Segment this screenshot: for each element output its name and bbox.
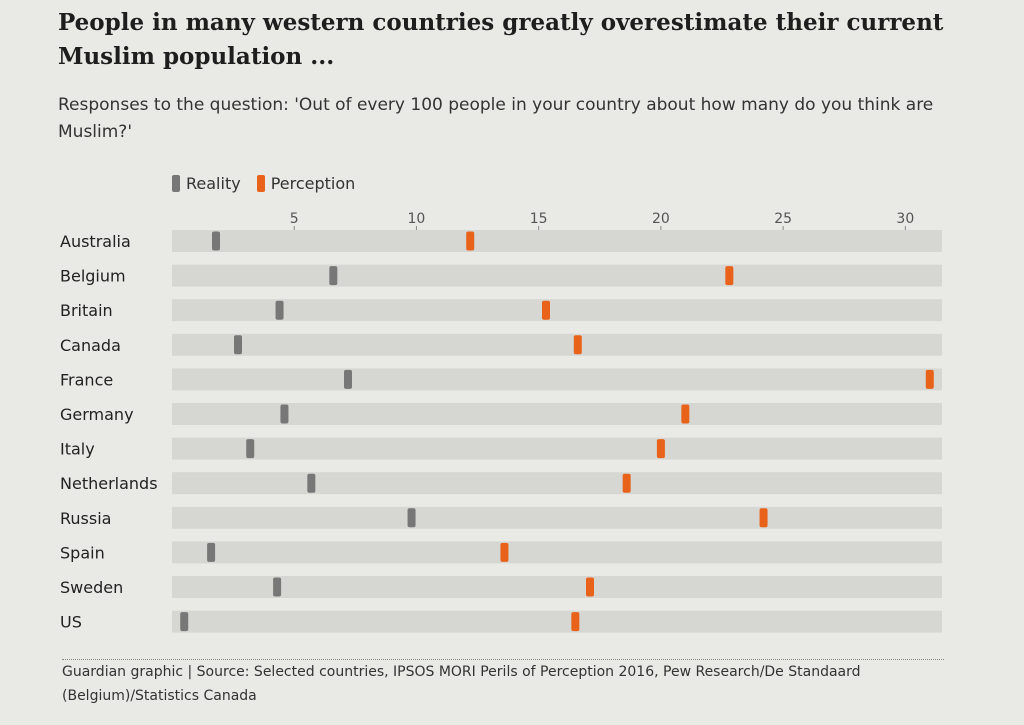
row-label: US bbox=[60, 613, 82, 632]
row-track bbox=[172, 299, 942, 322]
reality-marker bbox=[307, 473, 316, 493]
row-label: Sweden bbox=[60, 578, 123, 597]
chart-subtitle: Responses to the question: 'Out of every… bbox=[58, 95, 934, 142]
reality-marker bbox=[180, 612, 189, 632]
reality-marker bbox=[275, 300, 284, 320]
row-track bbox=[172, 403, 942, 425]
x-tick-label: 25 bbox=[774, 211, 792, 227]
reality-marker bbox=[207, 542, 216, 562]
row-label: Germany bbox=[60, 405, 134, 424]
source-note: Guardian graphic | Source: Selected coun… bbox=[62, 664, 861, 704]
perception-marker bbox=[681, 404, 690, 424]
x-tick-label: 5 bbox=[290, 211, 299, 227]
legend-swatch-perception bbox=[256, 175, 265, 192]
x-tick-label: 20 bbox=[652, 211, 670, 227]
chart-row-italy: Italy bbox=[60, 437, 942, 460]
chart-row-netherlands: Netherlands bbox=[60, 472, 942, 495]
row-label: France bbox=[60, 370, 113, 389]
row-label: Russia bbox=[60, 509, 111, 528]
perception-marker bbox=[571, 612, 580, 632]
chart-row-sweden: Sweden bbox=[60, 576, 942, 598]
row-label: Spain bbox=[60, 543, 105, 562]
reality-marker bbox=[212, 231, 220, 251]
x-tick-label: 15 bbox=[530, 211, 548, 227]
row-label: Belgium bbox=[60, 267, 126, 286]
row-track bbox=[172, 541, 942, 564]
row-track bbox=[172, 610, 942, 633]
legend-label-reality: Reality bbox=[186, 174, 241, 193]
reality-marker bbox=[344, 369, 352, 389]
legend-swatch-reality bbox=[172, 175, 180, 192]
row-track bbox=[172, 506, 942, 529]
row-track bbox=[172, 264, 942, 287]
perception-marker bbox=[759, 508, 768, 528]
dot-plot-chart: 5 10 15 20 25 30 Australia Belgium Britain Canada… bbox=[60, 211, 942, 633]
perception-marker bbox=[622, 473, 631, 493]
row-track bbox=[172, 230, 942, 252]
row-track bbox=[172, 333, 942, 356]
perception-marker bbox=[573, 335, 582, 355]
chart-title: People in many western countries greatly… bbox=[58, 9, 944, 70]
perception-marker bbox=[925, 369, 934, 389]
perception-marker bbox=[542, 300, 550, 320]
row-track bbox=[172, 368, 942, 391]
chart-row-belgium: Belgium bbox=[60, 264, 942, 287]
perception-marker bbox=[656, 439, 665, 459]
legend-label-perception: Perception bbox=[270, 174, 356, 193]
perception-marker bbox=[586, 577, 594, 597]
chart-row-russia: Russia bbox=[60, 506, 942, 529]
row-label: Britain bbox=[60, 301, 113, 320]
x-tick-label: 30 bbox=[896, 211, 914, 227]
chart-row-france: France bbox=[60, 368, 942, 391]
reality-marker bbox=[280, 404, 289, 424]
chart-row-australia: Australia bbox=[60, 230, 942, 252]
footer-divider bbox=[62, 659, 944, 660]
row-track bbox=[172, 437, 942, 460]
chart-row-spain: Spain bbox=[60, 541, 942, 564]
row-label: Canada bbox=[60, 336, 121, 355]
row-label: Netherlands bbox=[60, 474, 158, 493]
chart-row-britain: Britain bbox=[60, 299, 942, 322]
legend-item-perception: Perception bbox=[256, 174, 356, 193]
reality-marker bbox=[273, 577, 282, 597]
reality-marker bbox=[329, 266, 338, 286]
row-label: Australia bbox=[60, 232, 131, 251]
legend: Reality Perception bbox=[172, 174, 355, 193]
legend-item-reality: Reality bbox=[172, 174, 241, 193]
perception-marker bbox=[466, 231, 475, 251]
reality-marker bbox=[407, 508, 416, 528]
x-tick-label: 10 bbox=[408, 211, 426, 227]
row-label: Italy bbox=[60, 440, 95, 459]
reality-marker bbox=[246, 439, 255, 459]
perception-marker bbox=[725, 266, 734, 286]
perception-marker bbox=[500, 542, 509, 562]
row-track bbox=[172, 472, 942, 495]
chart-row-canada: Canada bbox=[60, 333, 942, 356]
chart-row-germany: Germany bbox=[60, 403, 942, 425]
row-track bbox=[172, 576, 942, 598]
reality-marker bbox=[234, 335, 242, 355]
chart-row-us: US bbox=[60, 610, 942, 633]
